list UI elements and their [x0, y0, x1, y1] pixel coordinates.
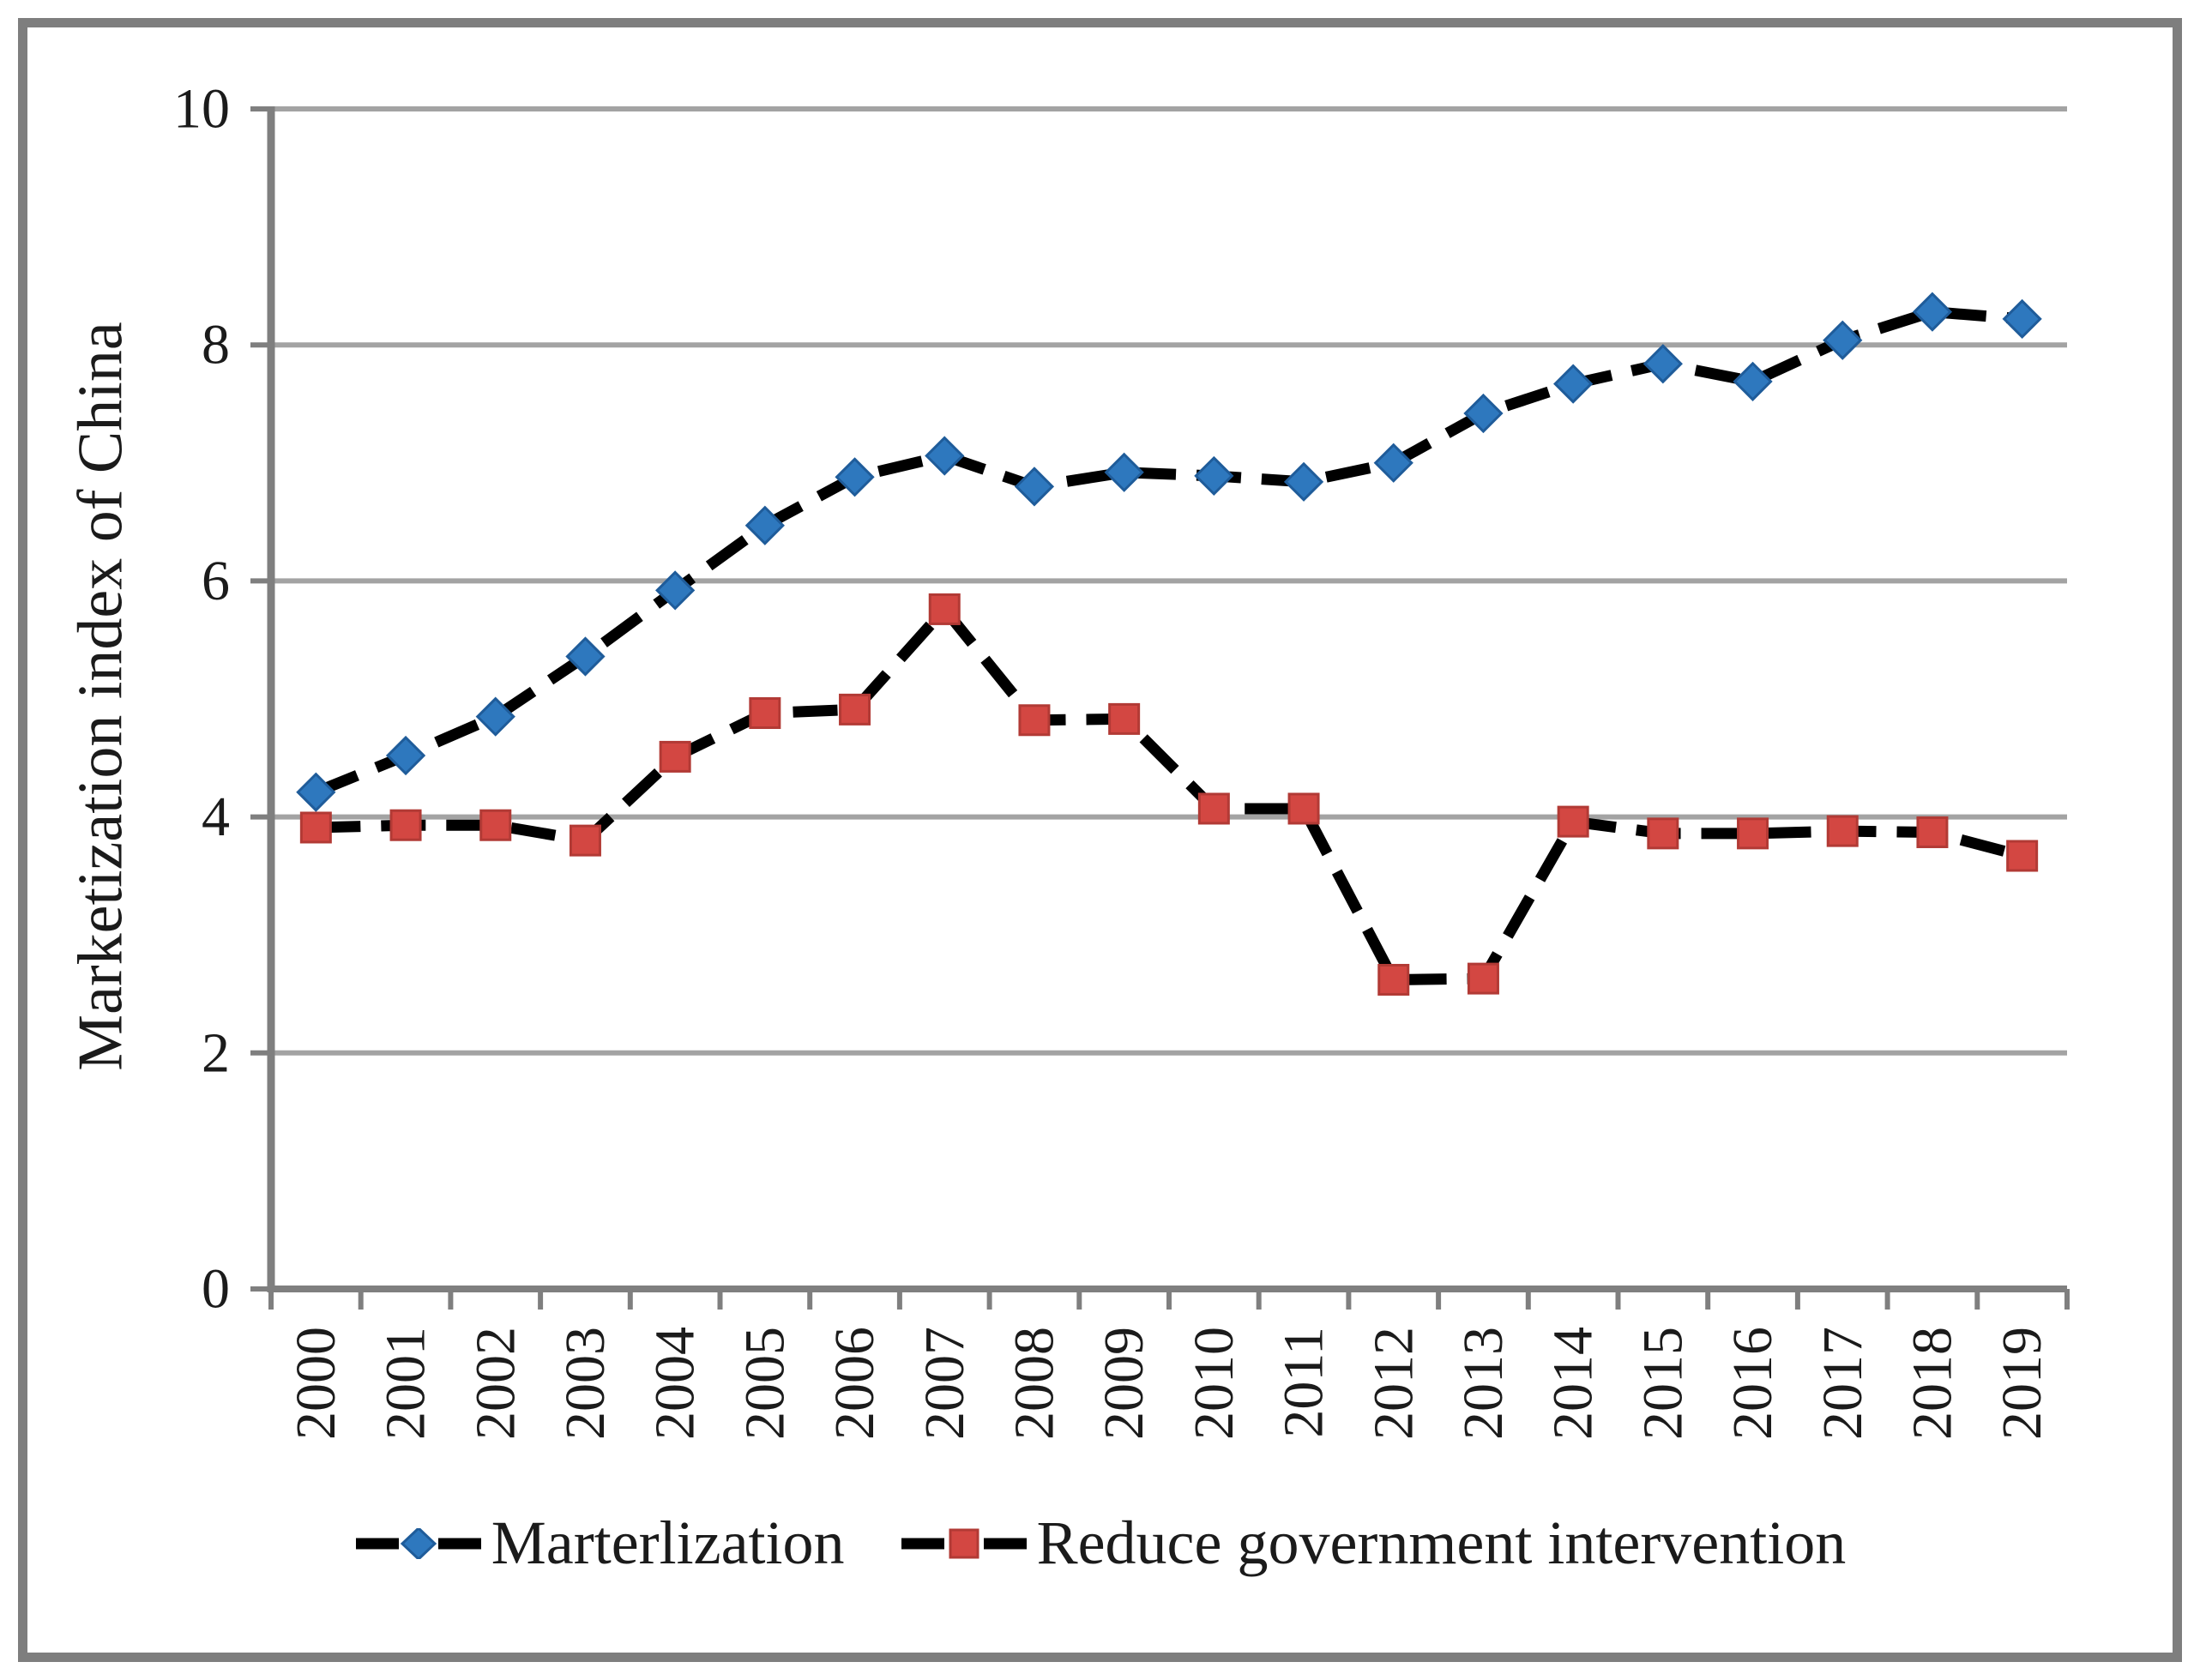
- x-tick-label: 2003: [554, 1327, 617, 1440]
- data-point-diamond: [1553, 364, 1594, 404]
- x-tick-label: 2001: [375, 1327, 437, 1440]
- y-tick-label: 8: [202, 314, 230, 376]
- data-point-diamond: [1642, 344, 1683, 384]
- x-tick-label: 2013: [1452, 1327, 1515, 1440]
- x-tick-label: 2005: [733, 1327, 796, 1440]
- data-point-diamond: [744, 505, 785, 545]
- legend-item-marterlization: Marterlization: [354, 1508, 845, 1579]
- legend-marker-square-icon: [900, 1528, 1028, 1559]
- data-point-diamond: [1014, 467, 1055, 507]
- y-tick-label: 2: [202, 1021, 230, 1084]
- x-tick-label: 2002: [464, 1327, 527, 1440]
- data-point-diamond: [1373, 443, 1413, 483]
- data-point-diamond: [565, 636, 606, 677]
- x-tick-label: 2018: [1901, 1327, 1963, 1440]
- data-point-diamond: [1733, 361, 1773, 401]
- data-point-diamond: [296, 772, 336, 812]
- x-tick-label: 2009: [1093, 1327, 1155, 1440]
- y-tick-label: 10: [173, 78, 230, 141]
- data-point-square: [1377, 963, 1410, 996]
- data-point-square: [1826, 815, 1859, 847]
- x-tick-label: 2008: [1003, 1327, 1065, 1440]
- data-point-square: [1737, 817, 1769, 850]
- y-tick-label: 6: [202, 550, 230, 612]
- data-point-diamond: [385, 735, 426, 776]
- data-point-square: [569, 824, 601, 857]
- data-point-square: [1018, 704, 1051, 737]
- data-point-square: [839, 693, 871, 726]
- chart-frame: [18, 18, 2182, 1662]
- data-point-diamond: [1823, 320, 1863, 360]
- data-point-square: [389, 809, 422, 841]
- data-point-square: [928, 593, 961, 625]
- x-tick-label: 2007: [913, 1327, 976, 1440]
- x-tick-label: 2012: [1362, 1327, 1425, 1440]
- y-tick-label: 4: [202, 786, 230, 848]
- data-point-square: [1647, 817, 1679, 850]
- y-tick-label: 0: [202, 1258, 230, 1321]
- data-point-square: [1287, 792, 1320, 825]
- x-tick-label: 2014: [1542, 1327, 1605, 1440]
- data-point-diamond: [1463, 393, 1504, 434]
- data-point-diamond: [655, 570, 696, 611]
- data-point-square: [299, 811, 332, 844]
- legend-label: Marterlization: [491, 1508, 845, 1577]
- legend-marker-diamond-icon: [354, 1527, 483, 1559]
- data-point-diamond: [1194, 455, 1234, 497]
- x-tick-label: 2010: [1183, 1327, 1245, 1440]
- legend-label: Reduce government intervention: [1036, 1508, 1847, 1577]
- data-point-square: [479, 809, 512, 841]
- data-point-square: [749, 697, 781, 730]
- data-point-diamond: [1104, 452, 1144, 492]
- x-tick-label: 2011: [1273, 1327, 1335, 1438]
- data-point-diamond: [2002, 298, 2042, 340]
- x-tick-label: 2015: [1631, 1327, 1694, 1440]
- x-tick-label: 2000: [285, 1327, 347, 1440]
- data-point-square: [2006, 840, 2039, 872]
- data-point-diamond: [475, 696, 515, 737]
- data-point-diamond: [1912, 292, 1953, 332]
- x-tick-label: 2006: [823, 1327, 886, 1440]
- data-point-square: [659, 740, 691, 773]
- x-tick-label: 2016: [1721, 1327, 1784, 1440]
- data-point-square: [1197, 792, 1230, 825]
- legend: Marterlization Reduce government interve…: [0, 1508, 2200, 1579]
- data-point-square: [1557, 805, 1589, 838]
- x-tick-label: 2019: [1991, 1327, 2053, 1440]
- data-point-square: [1467, 962, 1499, 995]
- x-tick-label: 2004: [644, 1327, 707, 1440]
- data-point-square: [1108, 702, 1141, 735]
- data-point-diamond: [835, 457, 875, 497]
- data-point-square: [1916, 816, 1949, 848]
- legend-item-reduce-government-intervention: Reduce government intervention: [900, 1508, 1847, 1579]
- data-point-diamond: [1283, 461, 1324, 502]
- x-tick-label: 2017: [1811, 1327, 1874, 1440]
- data-point-diamond: [925, 436, 965, 476]
- y-axis-title: Marketization index of China: [65, 322, 136, 1071]
